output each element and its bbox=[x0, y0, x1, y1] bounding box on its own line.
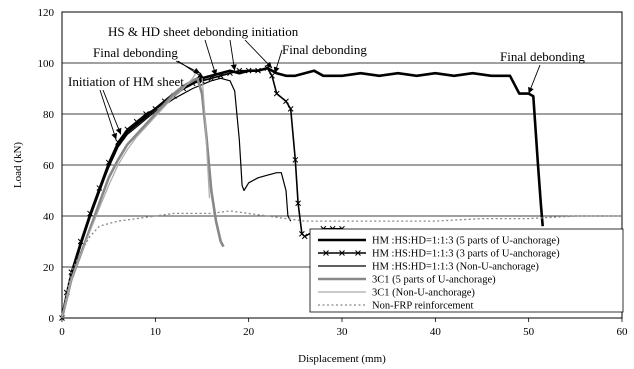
series-marker bbox=[292, 157, 299, 163]
series-marker bbox=[124, 126, 131, 133]
y-tick-label: 100 bbox=[38, 58, 55, 70]
series-marker bbox=[236, 67, 243, 74]
series-marker bbox=[217, 72, 224, 79]
x-tick-label: 30 bbox=[337, 326, 349, 338]
annotation-arrowhead bbox=[528, 86, 534, 94]
annotation-arrowhead bbox=[193, 67, 201, 74]
legend: HM :HS:HD=1:1:3 (5 parts of U-anchorage)… bbox=[309, 228, 624, 313]
series-line-5 bbox=[61, 70, 211, 319]
x-tick-label: 40 bbox=[430, 326, 442, 338]
annotation-arrow bbox=[244, 39, 273, 69]
x-tick-label: 60 bbox=[617, 326, 629, 338]
x-tick-label: 20 bbox=[243, 326, 255, 338]
series-line-4 bbox=[60, 77, 225, 319]
x-axis-title: Displacement (mm) bbox=[298, 353, 386, 365]
y-axis-title: Load (kN) bbox=[12, 142, 24, 188]
annotation-text: Initiation of HM sheet bbox=[68, 74, 184, 89]
y-tick-label: 120 bbox=[38, 7, 55, 19]
annotation-text: Final debonding bbox=[282, 42, 367, 57]
series-marker bbox=[115, 139, 121, 145]
series-line-2 bbox=[61, 67, 342, 319]
legend-box bbox=[309, 228, 624, 313]
series-marker bbox=[227, 70, 233, 77]
x-tick-label: 10 bbox=[150, 326, 162, 338]
annotation-text: Final debonding bbox=[500, 49, 585, 64]
y-tick-label: 20 bbox=[43, 262, 55, 274]
y-tick-label: 60 bbox=[43, 160, 55, 172]
series-marker bbox=[143, 111, 149, 117]
legend-label: Non-FRP reinforcement bbox=[372, 301, 473, 312]
series-marker bbox=[301, 233, 308, 240]
series-marker bbox=[255, 67, 261, 74]
annotation-arrow bbox=[204, 39, 217, 76]
annotation-arrowhead bbox=[211, 69, 218, 76]
series-line-3 bbox=[61, 77, 292, 319]
legend-label: HM :HS:HD=1:1:3 (5 parts of U-anchorage) bbox=[372, 236, 560, 247]
axis-ticks: 0 20 40 60 80 100 120 0 10 20 30 40 50 60 bbox=[38, 7, 629, 338]
series-marker bbox=[245, 67, 252, 74]
legend-marker bbox=[355, 250, 361, 256]
y-tick-label: 0 bbox=[49, 313, 55, 325]
x-tick-label: 0 bbox=[59, 326, 65, 338]
legend-marker bbox=[339, 250, 345, 256]
annotation-arrowhead bbox=[230, 64, 237, 71]
series-marker bbox=[283, 98, 289, 105]
series-marker bbox=[287, 106, 294, 112]
annotation-arrow bbox=[99, 89, 117, 140]
y-tick-label: 80 bbox=[43, 109, 55, 121]
legend-label: HM :HS:HD=1:1:3 (Non-U-anchorage) bbox=[372, 262, 539, 273]
series-marker bbox=[269, 72, 275, 79]
annotation-arrowhead bbox=[273, 66, 280, 74]
annotations-group: HS & HD sheet debonding initiation Final … bbox=[68, 24, 585, 140]
annotation-arrowhead bbox=[265, 61, 272, 69]
annotation-arrowhead bbox=[111, 132, 118, 140]
annotation-text: HS & HD sheet debonding initiation bbox=[108, 24, 299, 39]
x-tick-label: 50 bbox=[523, 326, 535, 338]
annotation-text: Final debonding bbox=[93, 45, 178, 60]
series-line-6 bbox=[61, 210, 622, 319]
series-marker bbox=[273, 90, 280, 97]
y-tick-label: 40 bbox=[43, 211, 55, 223]
annotation-arrow bbox=[102, 89, 122, 135]
series-marker bbox=[295, 200, 301, 207]
annotation-arrowhead bbox=[115, 127, 122, 135]
legend-label: 3C1 (5 parts of U-anchorage) bbox=[372, 275, 496, 286]
legend-label: HM :HS:HD=1:1:3 (3 parts of U-anchorage) bbox=[372, 249, 560, 260]
series-marker bbox=[133, 118, 140, 125]
legend-label: 3C1 (Non-U-anchorage) bbox=[372, 288, 475, 299]
legend-marker bbox=[323, 250, 329, 256]
annotation-arrowhead bbox=[197, 72, 204, 79]
